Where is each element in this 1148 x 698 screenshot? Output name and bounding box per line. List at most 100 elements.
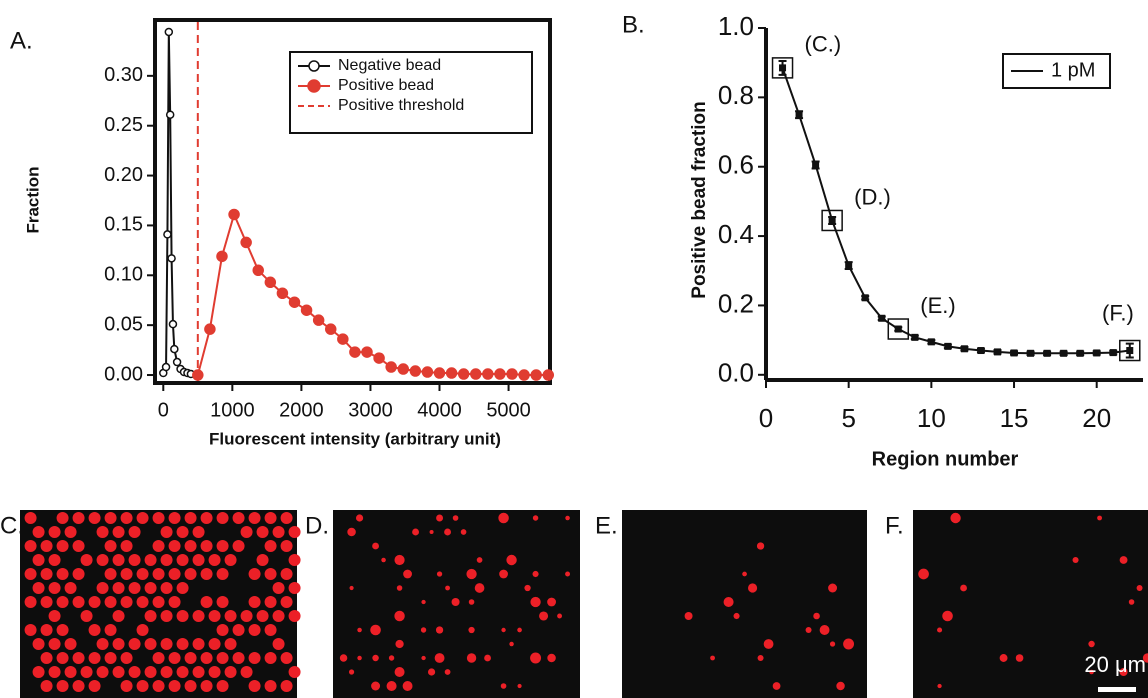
bead	[152, 652, 165, 664]
y-tick-label: 0.25	[104, 114, 143, 136]
bead	[500, 683, 507, 689]
bead	[96, 582, 109, 594]
bead	[394, 554, 405, 566]
bead	[168, 596, 181, 608]
bead	[96, 638, 109, 650]
bead	[517, 683, 522, 689]
bead	[466, 568, 477, 580]
point	[795, 111, 803, 119]
bead	[32, 666, 45, 678]
point	[337, 333, 349, 345]
bead	[184, 568, 197, 580]
bead	[168, 568, 181, 580]
micrograph	[913, 510, 1148, 698]
bead	[280, 540, 293, 552]
bead	[144, 554, 157, 566]
point	[779, 64, 787, 72]
x-tick-label: 0	[759, 403, 773, 433]
bead	[160, 638, 173, 650]
bead	[468, 599, 475, 605]
point	[518, 369, 530, 381]
panel-label: B.	[622, 11, 645, 38]
point	[927, 338, 935, 346]
bead	[128, 554, 141, 566]
bead	[942, 610, 953, 622]
bead	[264, 540, 277, 552]
bead	[999, 654, 1008, 662]
highlight-box	[1119, 339, 1141, 362]
x-tick-label: 1000	[210, 399, 255, 421]
point	[1093, 349, 1101, 357]
bead	[499, 569, 508, 579]
bead	[216, 680, 229, 692]
bead	[371, 681, 381, 691]
bead	[112, 666, 125, 678]
bead	[248, 596, 261, 608]
point	[421, 366, 434, 378]
bead	[216, 652, 229, 664]
y-tick-label: 0.10	[104, 264, 143, 286]
point	[165, 110, 175, 119]
bead	[280, 512, 293, 524]
bead	[272, 610, 285, 622]
point	[1027, 349, 1035, 357]
bead	[64, 526, 77, 538]
bead	[444, 669, 451, 675]
bead	[530, 652, 542, 664]
bead	[539, 611, 549, 621]
bead	[517, 627, 522, 633]
bead	[436, 514, 444, 522]
micrograph	[622, 510, 867, 698]
bead	[144, 582, 157, 594]
y-tick-label: 0.30	[104, 64, 143, 86]
bead	[24, 540, 37, 552]
point	[861, 294, 869, 302]
bead	[733, 612, 740, 620]
bead	[272, 582, 285, 594]
bead	[136, 512, 149, 524]
bead	[372, 654, 379, 662]
y-tick-label: 0.0	[718, 358, 754, 388]
bead	[506, 554, 517, 566]
bead	[950, 512, 961, 524]
bead	[88, 652, 101, 664]
bead	[264, 680, 277, 692]
bead	[32, 554, 45, 566]
bead	[120, 680, 133, 692]
bead	[420, 627, 427, 633]
bead	[160, 526, 173, 538]
bead	[436, 571, 443, 577]
bead	[48, 610, 61, 622]
bead	[48, 666, 61, 678]
bead	[96, 666, 109, 678]
bead	[565, 571, 571, 577]
bead	[240, 610, 253, 622]
bead	[72, 512, 85, 524]
y-axis-label: Positive bead fraction	[689, 101, 710, 298]
point	[457, 368, 470, 380]
x-axis-label: Region number	[872, 448, 1019, 470]
bead	[288, 582, 301, 594]
point	[288, 296, 301, 308]
x-tick-label: 3000	[348, 399, 393, 421]
y-tick-label: 1.0	[718, 11, 754, 41]
bead	[264, 596, 277, 608]
bead	[200, 540, 213, 552]
bead	[56, 624, 69, 636]
point	[409, 365, 422, 377]
bead	[435, 626, 444, 634]
bead	[136, 596, 149, 608]
bead	[280, 680, 293, 692]
bead	[200, 568, 213, 580]
bead	[216, 568, 229, 580]
x-tick-label: 4000	[417, 399, 462, 421]
point	[252, 264, 264, 277]
bead	[524, 584, 531, 592]
image-label: E.	[595, 512, 618, 539]
point	[1043, 349, 1051, 357]
point	[1109, 349, 1117, 357]
bead	[152, 680, 165, 692]
bead	[232, 624, 245, 636]
bead	[1119, 667, 1128, 677]
chart: B. 0.0 0.2 0.4 0.6 0.8 1.0 0 5 10 15 20 Region numbe…	[622, 11, 1143, 470]
